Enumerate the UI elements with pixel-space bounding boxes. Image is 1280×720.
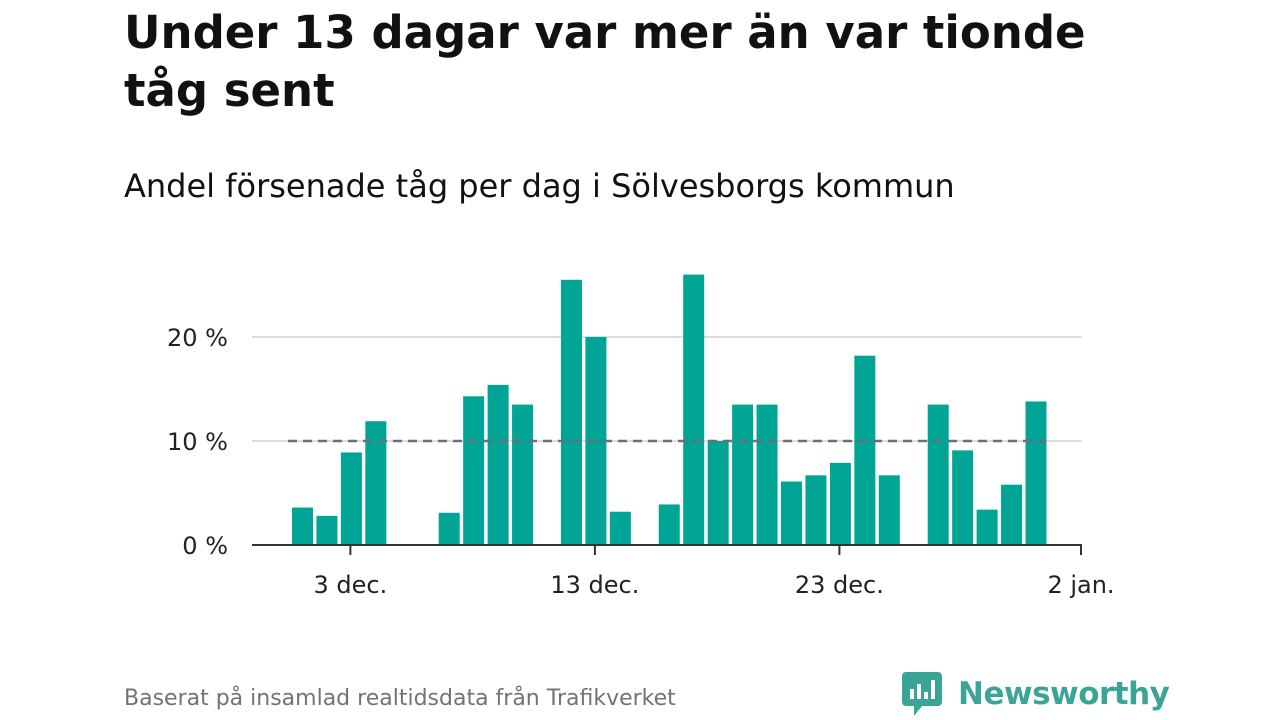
bar-day-12 <box>560 279 582 545</box>
bar-day-25 <box>878 475 900 545</box>
bar-day-1 <box>292 507 313 545</box>
bar-chart-badge-icon <box>902 672 942 716</box>
bar-day-7 <box>438 512 460 545</box>
x-tick-label: 23 dec. <box>795 571 884 599</box>
bar-day-17 <box>683 274 705 545</box>
y-tick-label: 0 % <box>182 532 228 560</box>
x-tick-label: 2 jan. <box>1047 571 1114 599</box>
y-tick-label: 20 % <box>167 324 228 352</box>
source-note: Baserat på insamlad realtidsdata från Tr… <box>124 686 676 711</box>
bar-day-24 <box>854 355 876 545</box>
bar-day-22 <box>805 475 827 545</box>
bar-day-30 <box>1001 484 1023 545</box>
bar-day-8 <box>463 396 485 545</box>
y-tick-label: 10 % <box>167 428 228 456</box>
bar-day-14 <box>609 511 631 545</box>
newsworthy-logo: Newsworthy <box>902 670 1170 718</box>
bar-day-19 <box>732 404 754 545</box>
bar-day-4 <box>365 421 387 545</box>
bar-day-20 <box>756 404 778 545</box>
bar-day-29 <box>976 509 998 545</box>
chart-title: Under 13 dagar var mer än var tionde tåg… <box>124 6 1086 117</box>
x-axis-labels: 3 dec. 13 dec. 23 dec. 2 jan. <box>314 571 1115 599</box>
bars <box>292 274 1047 545</box>
x-axis <box>252 544 1082 555</box>
x-tick-label: 13 dec. <box>550 571 639 599</box>
bar-day-27 <box>927 404 949 545</box>
bar-day-18 <box>707 441 729 545</box>
bar-day-2 <box>316 515 338 545</box>
bar-day-16 <box>658 504 680 545</box>
bar-day-21 <box>781 481 802 545</box>
bar-day-3 <box>340 452 362 545</box>
bar-day-28 <box>952 450 974 545</box>
x-tick-label: 3 dec. <box>314 571 388 599</box>
bar-day-9 <box>487 384 509 545</box>
bar-day-10 <box>512 404 534 545</box>
bar-day-31 <box>1025 401 1047 545</box>
bar-day-23 <box>829 462 851 545</box>
chart-subtitle: Andel försenade tåg per dag i Sölvesborg… <box>124 167 955 205</box>
brand-name: Newsworthy <box>958 676 1170 712</box>
y-axis-labels: 0 % 10 % 20 % <box>167 324 228 560</box>
